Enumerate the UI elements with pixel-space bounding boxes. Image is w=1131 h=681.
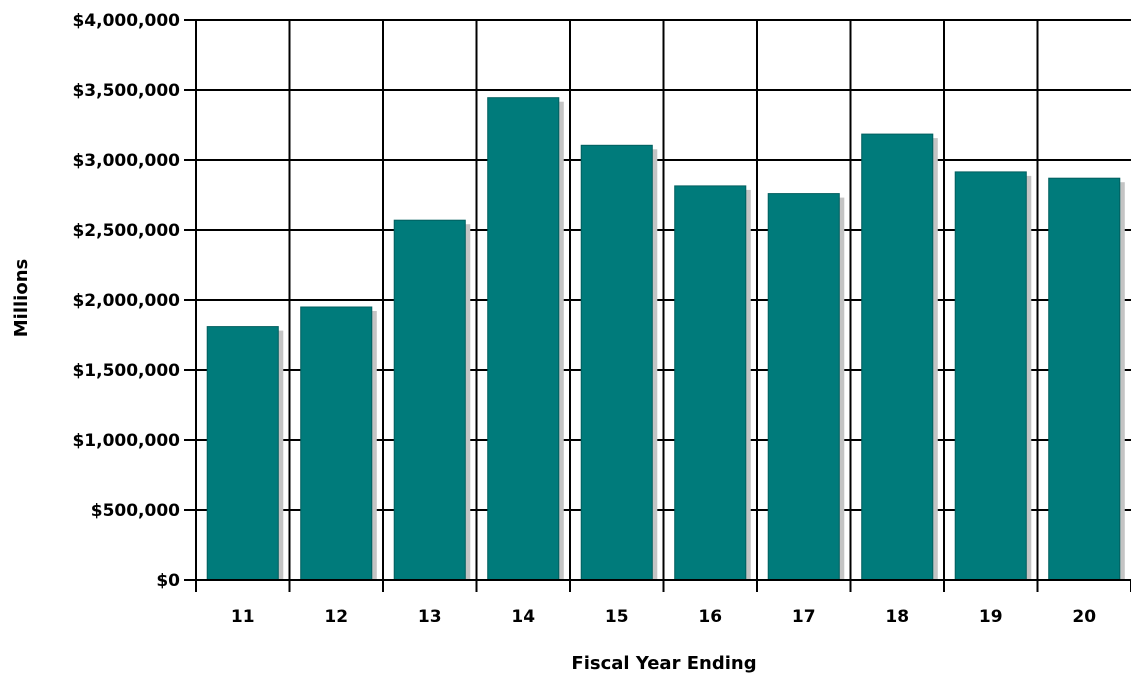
y-tick-labels: $0 $500,000 $1,000,000 $1,500,000 $2,000,000…: [72, 11, 180, 591]
bar-20: [1048, 177, 1121, 581]
x-tick-label: 20: [1072, 607, 1096, 627]
y-tick-label: $4,000,000: [72, 11, 180, 31]
x-tick-label: 13: [418, 607, 442, 627]
y-tick-label: $3,000,000: [72, 151, 180, 171]
x-tick-label: 18: [885, 607, 909, 627]
y-tick-label: $1,000,000: [72, 431, 180, 451]
y-tick-label: $2,000,000: [72, 291, 180, 311]
x-axis-title: Fiscal Year Ending: [571, 653, 756, 674]
bar-11: [206, 326, 279, 581]
x-tick-labels: 11 12 13 14 15 16 17 18 19 20: [231, 607, 1096, 627]
x-tick-label: 11: [231, 607, 255, 627]
x-tick-label: 14: [511, 607, 535, 627]
bar-15: [580, 144, 653, 581]
axes: [184, 19, 1131, 592]
y-tick-label: $500,000: [91, 501, 180, 521]
y-tick-label: $0: [156, 571, 180, 591]
bar-19: [954, 171, 1027, 581]
x-tick-label: 16: [698, 607, 722, 627]
bar-17: [767, 193, 840, 581]
x-tick-label: 19: [979, 607, 1003, 627]
y-axis-title: Millions: [11, 259, 32, 338]
x-tick-label: 15: [605, 607, 629, 627]
x-tick-label: 17: [792, 607, 816, 627]
bar-12: [300, 306, 373, 581]
y-tick-label: $3,500,000: [72, 81, 180, 101]
x-tick-label: 12: [324, 607, 348, 627]
y-tick-label: $1,500,000: [72, 361, 180, 381]
y-tick-label: $2,500,000: [72, 221, 180, 241]
bars: [206, 97, 1125, 581]
bar-18: [861, 133, 934, 581]
bar-13: [393, 219, 466, 581]
bar-14: [487, 97, 560, 581]
grid: [196, 19, 1131, 580]
bar-16: [674, 185, 747, 581]
